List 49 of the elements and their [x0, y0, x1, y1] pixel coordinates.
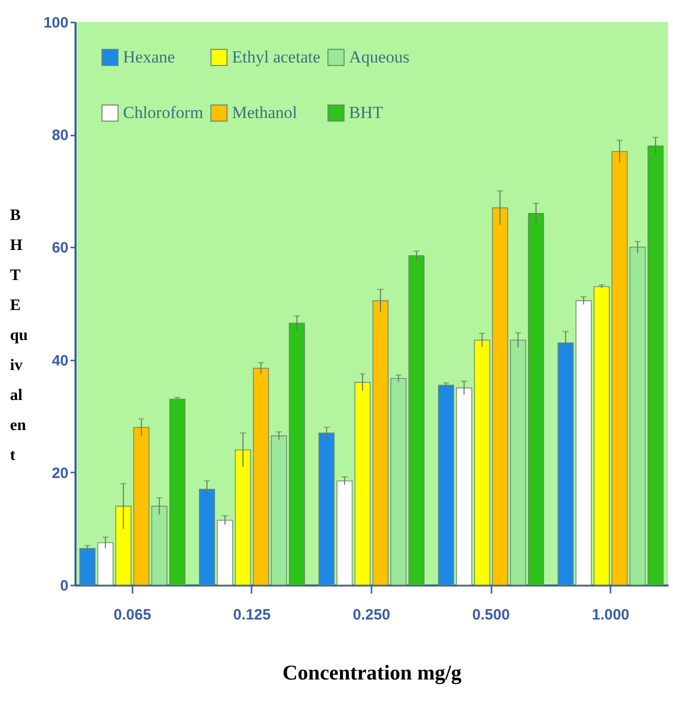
bar [528, 213, 544, 586]
bar [79, 548, 96, 586]
bar [97, 542, 114, 586]
y-tick-label: 40 [52, 352, 68, 370]
legend-label: BHT [349, 103, 384, 122]
y-tick-label: 0 [60, 578, 68, 594]
bar [492, 207, 508, 586]
bar [169, 398, 186, 586]
bar [198, 488, 216, 586]
bar [252, 368, 269, 586]
bar [270, 435, 287, 586]
bar [612, 151, 628, 586]
x-axis-title: Concentration mg/g [282, 660, 462, 684]
legend-label: Hexane [123, 47, 175, 66]
bar [456, 388, 472, 586]
bar [594, 286, 610, 586]
bar [372, 300, 389, 586]
x-tick-label: 1.000 [592, 606, 630, 624]
legend-label: Chloroform [123, 103, 204, 122]
text: BHT Equivalent [10, 207, 28, 464]
x-tick-label: 0.500 [472, 606, 510, 624]
y-tick-label: 60 [52, 240, 68, 257]
y-tick-label: 100 [43, 14, 68, 32]
bar [354, 382, 371, 586]
y-tick-label: 80 [52, 127, 68, 144]
bar [510, 340, 526, 586]
bar [408, 255, 425, 586]
legend-label: Aqueous [349, 47, 410, 66]
bar [318, 432, 335, 586]
bar [234, 449, 251, 586]
bar [438, 384, 454, 586]
x-tick-label: 0.125 [233, 606, 271, 624]
bar [115, 506, 132, 586]
bar [648, 145, 664, 586]
bar [288, 322, 305, 586]
bar [474, 340, 490, 586]
bar [336, 480, 353, 586]
legend-label: Ethyl acetate [232, 47, 320, 66]
bar [133, 426, 150, 586]
bar [390, 378, 407, 586]
bar [151, 506, 168, 586]
x-tick-label: 0.250 [352, 606, 390, 624]
bar [630, 246, 646, 586]
bar [558, 342, 574, 586]
bar [576, 300, 592, 586]
x-tick-label: 0.065 [114, 606, 152, 624]
y-tick-label: 20 [52, 464, 68, 482]
bar [216, 520, 234, 586]
legend-label: Methanol [232, 103, 298, 122]
